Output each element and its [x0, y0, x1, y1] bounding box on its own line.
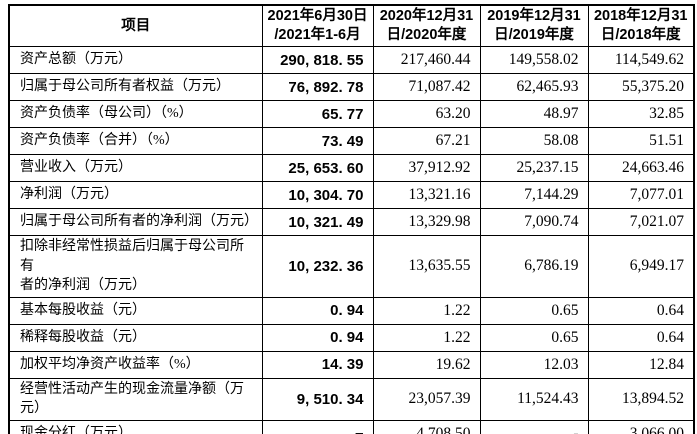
header-row: 项目 2021年6月30日 /2021年1-6月 2020年12月31 日/20… — [8, 4, 695, 47]
row-label: 基本每股收益（元） — [8, 296, 263, 325]
header-period-2021h1: 2021年6月30日 /2021年1-6月 — [261, 4, 374, 47]
cell-2018: 0.64 — [587, 323, 695, 352]
table-row: 归属于母公司所有者权益（万元） 76, 892. 78 71,087.42 62,46… — [8, 73, 695, 101]
cell-2020: 71,087.42 — [372, 73, 481, 101]
cell-2018: 55,375.20 — [587, 73, 695, 101]
cell-2019: 7,144.29 — [479, 181, 589, 209]
cell-2018: 3,066.00 — [587, 419, 695, 434]
row-label: 现金分红（万元） — [8, 419, 263, 434]
cell-2019: 6,786.19 — [479, 235, 589, 298]
cell-2020: 37,912.92 — [372, 154, 481, 182]
cell-2018: 32.85 — [587, 100, 695, 128]
cell-2021h1: – — [261, 419, 374, 434]
cell-2018: 6,949.17 — [587, 235, 695, 298]
cell-2020: 23,057.39 — [372, 377, 481, 421]
cell-2019: 11,524.43 — [479, 377, 589, 421]
cell-2021h1: 9, 510. 34 — [261, 377, 374, 421]
table-row: 资产总额（万元） 290, 818. 55 217,460.44 149,558.02… — [8, 46, 695, 74]
cell-2021h1: 0. 94 — [261, 323, 374, 352]
cell-2020: 1.22 — [372, 323, 481, 352]
row-label: 营业收入（万元） — [8, 154, 263, 182]
header-item-column: 项目 — [8, 4, 263, 47]
cell-2021h1: 290, 818. 55 — [261, 46, 374, 74]
cell-2021h1: 0. 94 — [261, 296, 374, 325]
cell-2019: - — [479, 419, 589, 434]
table-row: 加权平均净资产收益率（%） 14. 39 19.62 12.03 12.84 — [8, 350, 695, 379]
table-row: 经营性活动产生的现金流量净额（万元） 9, 510. 34 23,057.39 11,… — [8, 377, 695, 421]
cell-2018: 0.64 — [587, 296, 695, 325]
cell-2018: 24,663.46 — [587, 154, 695, 182]
cell-2019: 12.03 — [479, 350, 589, 379]
cell-2018: 13,894.52 — [587, 377, 695, 421]
cell-2019: 149,558.02 — [479, 46, 589, 74]
cell-2018: 12.84 — [587, 350, 695, 379]
cell-2020: 67.21 — [372, 127, 481, 155]
cell-2021h1: 10, 304. 70 — [261, 181, 374, 209]
cell-2018: 114,549.62 — [587, 46, 695, 74]
cell-2018: 7,077.01 — [587, 181, 695, 209]
cell-2020: 4,708.50 — [372, 419, 481, 434]
cell-2019: 0.65 — [479, 323, 589, 352]
cell-2021h1: 65. 77 — [261, 100, 374, 128]
cell-2020: 1.22 — [372, 296, 481, 325]
cell-2021h1: 10, 232. 36 — [261, 235, 374, 298]
cell-2020: 13,635.55 — [372, 235, 481, 298]
table-row: 资产负债率（合并）（%） 73. 49 67.21 58.08 51.51 — [8, 127, 695, 155]
cell-2019: 7,090.74 — [479, 208, 589, 236]
row-label: 加权平均净资产收益率（%） — [8, 350, 263, 379]
header-period-2020: 2020年12月31 日/2020年度 — [372, 4, 481, 47]
cell-2019: 58.08 — [479, 127, 589, 155]
row-label: 资产负债率（母公司）（%） — [8, 100, 263, 128]
header-period-2018: 2018年12月31 日/2018年度 — [587, 4, 695, 47]
cell-2021h1: 14. 39 — [261, 350, 374, 379]
row-label: 经营性活动产生的现金流量净额（万元） — [8, 377, 263, 421]
cell-2020: 13,321.16 — [372, 181, 481, 209]
cell-2021h1: 25, 653. 60 — [261, 154, 374, 182]
cell-2020: 13,329.98 — [372, 208, 481, 236]
cell-2021h1: 76, 892. 78 — [261, 73, 374, 101]
row-label: 归属于母公司所有者权益（万元） — [8, 73, 263, 101]
row-label: 资产总额（万元） — [8, 46, 263, 74]
table-row: 归属于母公司所有者的净利润（万元） 10, 321. 49 13,329.98 7,0… — [8, 208, 695, 236]
table-row: 基本每股收益（元） 0. 94 1.22 0.65 0.64 — [8, 296, 695, 325]
cell-2021h1: 10, 321. 49 — [261, 208, 374, 236]
cell-2020: 63.20 — [372, 100, 481, 128]
cell-2018: 7,021.07 — [587, 208, 695, 236]
table-row: 资产负债率（母公司）（%） 65. 77 63.20 48.97 32.85 — [8, 100, 695, 128]
cell-2019: 48.97 — [479, 100, 589, 128]
cell-2020: 19.62 — [372, 350, 481, 379]
table-row: 营业收入（万元） 25, 653. 60 37,912.92 25,237.15 24,… — [8, 154, 695, 182]
table-row: 稀释每股收益（元） 0. 94 1.22 0.65 0.64 — [8, 323, 695, 352]
cell-2019: 25,237.15 — [479, 154, 589, 182]
cell-2020: 217,460.44 — [372, 46, 481, 74]
row-label: 扣除非经常性损益后归属于母公司所有 者的净利润（万元） — [8, 235, 263, 298]
table-row: 扣除非经常性损益后归属于母公司所有 者的净利润（万元） 10, 232. 36 13… — [8, 235, 695, 298]
cell-2019: 0.65 — [479, 296, 589, 325]
table-row: 现金分红（万元） –4,708.50-3,066.00 — [8, 419, 695, 434]
row-label: 资产负债率（合并）（%） — [8, 127, 263, 155]
cell-2019: 62,465.93 — [479, 73, 589, 101]
header-period-2019: 2019年12月31 日/2019年度 — [479, 4, 589, 47]
cell-2018: 51.51 — [587, 127, 695, 155]
row-label: 净利润（万元） — [8, 181, 263, 209]
row-label: 稀释每股收益（元） — [8, 323, 263, 352]
table-row: 净利润（万元） 10, 304. 70 13,321.16 7,144.29 7,077… — [8, 181, 695, 209]
financial-summary-table: 项目 2021年6月30日 /2021年1-6月 2020年12月31 日/20… — [8, 4, 695, 434]
row-label: 归属于母公司所有者的净利润（万元） — [8, 208, 263, 236]
cell-2021h1: 73. 49 — [261, 127, 374, 155]
